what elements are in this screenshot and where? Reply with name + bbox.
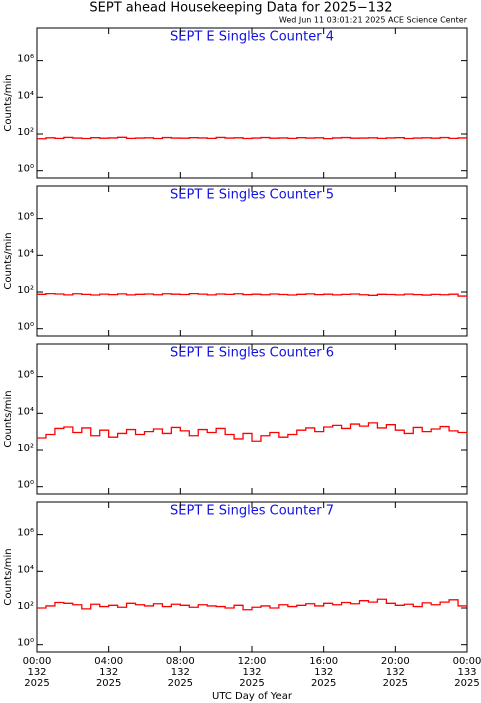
x-tick-label: 00:00 [453, 656, 481, 667]
x-tick-label: 20:00 [381, 656, 410, 667]
page-subtitle: Wed Jun 11 03:01:21 2025 ACE Science Cen… [279, 16, 468, 25]
y-tick-label: 10⁶ [17, 370, 34, 381]
y-axis-label: Counts/min [3, 74, 14, 131]
plot-frame [36, 27, 468, 179]
plot-frame [36, 343, 468, 495]
x-tick-label: 132 [27, 667, 46, 678]
y-tick-label: 10⁴ [17, 564, 34, 575]
y-tick-label: 10⁴ [17, 90, 34, 101]
plot-frame [36, 185, 468, 337]
plot-frame [36, 501, 468, 653]
y-axis-label: Counts/min [3, 390, 14, 447]
panel-title: SEPT E Singles Counter 5 [170, 188, 334, 203]
panel-title: SEPT E Singles Counter 6 [170, 346, 334, 361]
data-line [37, 598, 467, 611]
x-tick-label: 12:00 [238, 656, 267, 667]
x-tick-label: 08:00 [166, 656, 195, 667]
x-tick-label: 2025 [454, 678, 479, 689]
x-tick-label: 132 [242, 667, 261, 678]
x-tick-label: 2025 [239, 678, 264, 689]
y-tick-label: 10⁴ [17, 406, 34, 417]
x-tick-label: 16:00 [309, 656, 338, 667]
x-tick-label: 04:00 [94, 656, 123, 667]
x-tick-label: 2025 [168, 678, 193, 689]
x-tick-label: 132 [99, 667, 118, 678]
x-tick-label: 2025 [96, 678, 121, 689]
page-title: SEPT ahead Housekeeping Data for 2025−13… [89, 1, 392, 16]
x-tick-label: 2025 [383, 678, 408, 689]
y-tick-label: 10⁶ [17, 528, 34, 539]
y-tick-label: 10² [17, 285, 34, 296]
x-tick-label: 132 [314, 667, 333, 678]
y-tick-label: 10⁰ [17, 638, 34, 649]
x-tick-label: 132 [386, 667, 405, 678]
y-tick-label: 10⁶ [17, 212, 34, 223]
x-axis-label: UTC Day of Year [212, 691, 293, 702]
y-axis-label: Counts/min [3, 232, 14, 289]
x-tick-label: 132 [171, 667, 190, 678]
panel-title: SEPT E Singles Counter 7 [170, 504, 334, 519]
y-tick-label: 10⁴ [17, 248, 34, 259]
x-tick-label: 133 [457, 667, 476, 678]
y-tick-label: 10⁶ [17, 54, 34, 65]
data-line [37, 292, 467, 297]
data-line [37, 422, 467, 442]
y-tick-label: 10⁰ [17, 164, 34, 175]
y-axis-label: Counts/min [3, 548, 14, 605]
y-tick-label: 10² [17, 443, 34, 454]
y-tick-label: 10⁰ [17, 322, 34, 333]
x-tick-label: 2025 [24, 678, 49, 689]
data-line [37, 136, 467, 140]
y-tick-label: 10² [17, 601, 34, 612]
y-tick-label: 10⁰ [17, 480, 34, 491]
x-tick-label: 2025 [311, 678, 336, 689]
x-tick-label: 00:00 [23, 656, 52, 667]
panel-title: SEPT E Singles Counter 4 [170, 30, 334, 45]
y-tick-label: 10² [17, 127, 34, 138]
